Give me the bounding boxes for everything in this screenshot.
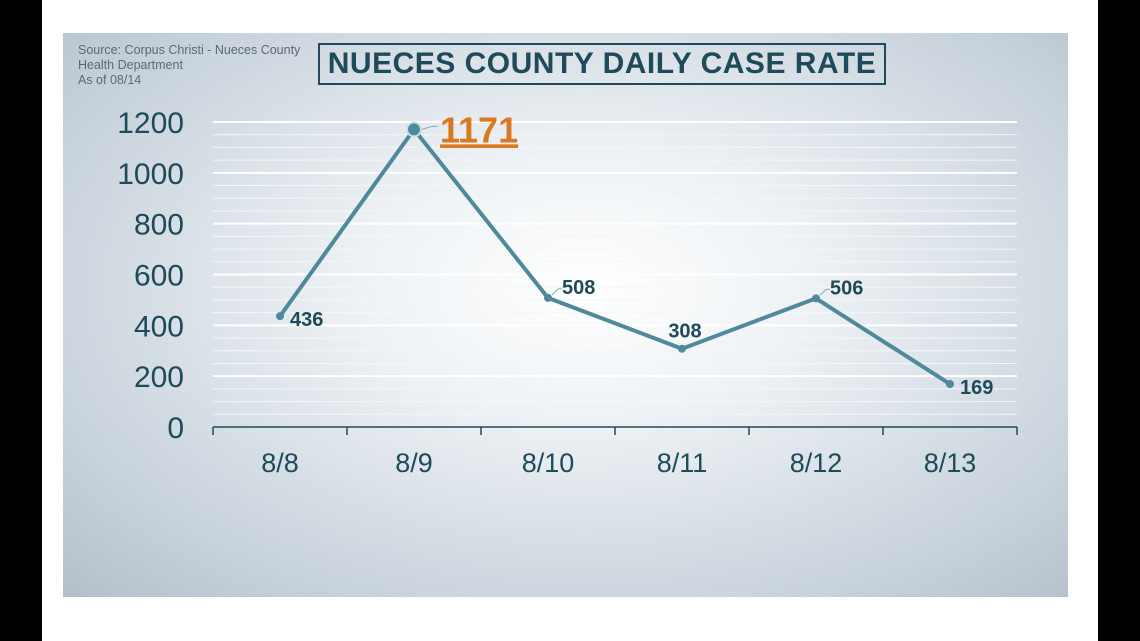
x-tick-label: 8/9 bbox=[395, 448, 433, 478]
data-point bbox=[946, 380, 954, 389]
chart-panel bbox=[63, 33, 1068, 597]
x-tick-label: 8/12 bbox=[790, 448, 843, 478]
data-point bbox=[812, 294, 820, 303]
y-tick-label: 400 bbox=[134, 310, 184, 343]
x-tick-label: 8/11 bbox=[657, 448, 708, 478]
y-tick-label: 1200 bbox=[117, 107, 184, 140]
x-tick-label: 8/10 bbox=[522, 448, 575, 478]
data-point bbox=[678, 344, 686, 353]
data-label-leader bbox=[551, 288, 562, 296]
data-label-leader bbox=[421, 125, 438, 130]
data-label: 508 bbox=[562, 277, 595, 299]
data-point bbox=[276, 312, 284, 321]
data-label: 436 bbox=[290, 309, 323, 331]
data-point bbox=[544, 293, 552, 302]
series-line bbox=[278, 127, 952, 387]
y-tick-label: 600 bbox=[134, 260, 184, 293]
y-tick-label: 800 bbox=[134, 209, 184, 242]
source-note: Source: Corpus Christi - Nueces County H… bbox=[78, 43, 300, 88]
y-tick-label: 1000 bbox=[117, 158, 184, 191]
left-letterbox bbox=[0, 0, 42, 641]
x-tick-label: 8/13 bbox=[924, 448, 977, 478]
x-tick-label: 8/8 bbox=[261, 448, 299, 478]
data-point bbox=[406, 121, 422, 138]
y-tick-label: 0 bbox=[167, 412, 184, 445]
data-label-leader bbox=[819, 288, 830, 296]
data-label: 308 bbox=[668, 321, 701, 343]
source-line-1: Source: Corpus Christi - Nueces County bbox=[78, 43, 301, 57]
data-label: 506 bbox=[830, 277, 863, 299]
right-letterbox bbox=[1098, 0, 1140, 641]
chart-title: NUECES COUNTY DAILY CASE RATE bbox=[318, 43, 886, 85]
source-line-3: As of 08/14 bbox=[78, 73, 142, 87]
data-label: 169 bbox=[960, 377, 993, 399]
y-tick-label: 200 bbox=[134, 361, 184, 394]
peak-data-label: 1171 bbox=[440, 109, 518, 150]
source-line-2: Health Department bbox=[78, 58, 183, 72]
